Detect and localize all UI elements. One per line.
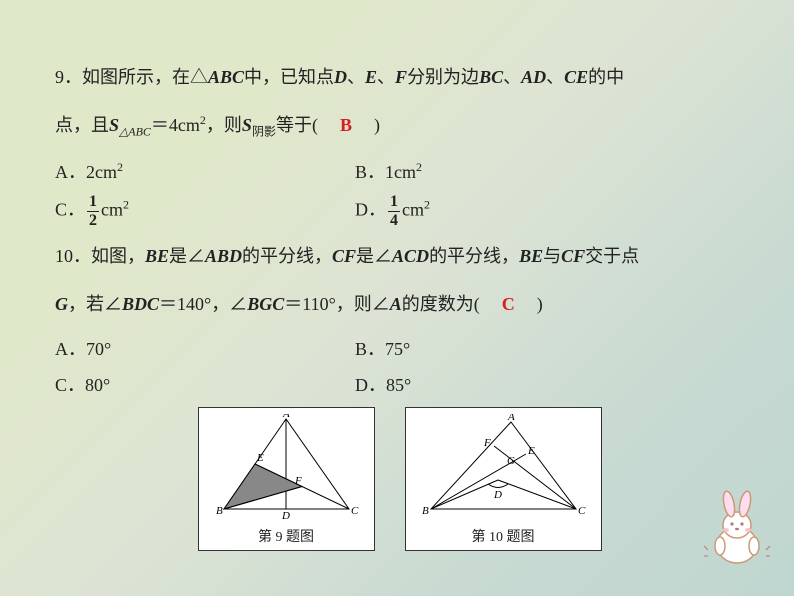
- t: D．: [355, 199, 386, 219]
- q9-line1: 9．如图所示，在△ABC中，已知点D、E、F分别为边BC、AD、CE的中: [55, 60, 744, 94]
- bunny-icon: [702, 490, 772, 570]
- d: 2: [87, 212, 99, 229]
- t: 是∠: [169, 246, 205, 266]
- bc: BC: [479, 67, 503, 87]
- q10-answer: C: [502, 294, 515, 314]
- t: 的平分线，: [429, 246, 519, 266]
- triangle-9-svg: A B C D E F: [209, 414, 364, 519]
- frac-half: 12: [87, 194, 99, 229]
- lA: A: [507, 414, 515, 423]
- cf: CF: [332, 246, 356, 266]
- bgc: BGC: [247, 294, 284, 314]
- t: 分别为边: [407, 67, 479, 87]
- t: ，若∠: [68, 294, 122, 314]
- abc: ABC: [208, 67, 244, 87]
- d: 4: [388, 212, 400, 229]
- lD: D: [493, 489, 502, 501]
- s: S: [109, 115, 119, 135]
- t: cm: [402, 199, 424, 219]
- q10-choice-a: A．70°: [55, 335, 355, 361]
- lC: C: [578, 505, 586, 517]
- fig10-caption: 第 10 题图: [416, 526, 591, 546]
- q10-line2: G，若∠BDC＝140°，∠BGC＝110°，则∠A的度数为( C ): [55, 287, 744, 321]
- q9-row2: C．12cm2 D．14cm2: [55, 194, 744, 229]
- lF: F: [294, 475, 302, 487]
- t: ): [356, 115, 380, 135]
- lE: E: [256, 452, 264, 464]
- ce: CE: [564, 67, 588, 87]
- figure-9: A B C D E F 第 9 题图: [198, 407, 375, 551]
- q9-answer: B: [340, 115, 352, 135]
- t: A．2cm: [55, 162, 117, 182]
- t: ＝140°，∠: [159, 294, 247, 314]
- t: 中，已知点: [244, 67, 334, 87]
- q10-choice-b: B．75°: [355, 335, 410, 361]
- sq: 2: [416, 160, 422, 174]
- t: ＝110°，则∠: [284, 294, 390, 314]
- lA: A: [282, 414, 290, 420]
- figure-10: A B C D E F G 第 10 题图: [405, 407, 602, 551]
- a: A: [390, 294, 402, 314]
- abd: ABD: [205, 246, 242, 266]
- q10-choice-d: D．85°: [355, 371, 411, 397]
- t: B．1cm: [355, 162, 416, 182]
- t: ＝4cm: [151, 115, 200, 135]
- sq: 2: [117, 160, 123, 174]
- be: BE: [145, 246, 169, 266]
- e: E: [365, 67, 377, 87]
- sq: 2: [123, 197, 129, 211]
- s: S: [242, 115, 252, 135]
- cf: CF: [561, 246, 585, 266]
- t: 的中: [588, 67, 624, 87]
- t: 的平分线，: [242, 246, 332, 266]
- sq: 2: [424, 197, 430, 211]
- q9-line2: 点，且S△ABC＝4cm2，则S阴影等于( B ): [55, 108, 744, 143]
- lC: C: [351, 505, 359, 517]
- sub: 阴影: [252, 125, 276, 139]
- lF: F: [483, 437, 491, 449]
- t: ，则: [206, 115, 242, 135]
- q9-row1: A．2cm2 B．1cm2: [55, 158, 744, 184]
- q10-row2: C．80° D．85°: [55, 371, 744, 397]
- q10-num: 10: [55, 246, 73, 266]
- q10-line1: 10．如图，BE是∠ABD的平分线，CF是∠ACD的平分线，BE与CF交于点: [55, 239, 744, 273]
- t: 的度数为(: [402, 294, 498, 314]
- acd: ACD: [392, 246, 429, 266]
- lD: D: [281, 510, 290, 519]
- lB: B: [422, 505, 429, 517]
- q9-choice-c: C．12cm2: [55, 194, 355, 229]
- ad: AD: [521, 67, 546, 87]
- t: C．: [55, 199, 85, 219]
- q10-row1: A．70° B．75°: [55, 335, 744, 361]
- t: 点，且: [55, 115, 109, 135]
- t: ．如图所示，在△: [64, 67, 208, 87]
- n: 1: [388, 194, 400, 212]
- t: ): [519, 294, 543, 314]
- d: D: [334, 67, 347, 87]
- triangle-10-svg: A B C D E F G: [416, 414, 591, 519]
- lB: B: [216, 505, 223, 517]
- t: ．如图，: [73, 246, 145, 266]
- figures-row: A B C D E F 第 9 题图 A B C: [55, 407, 744, 551]
- g: G: [55, 294, 68, 314]
- lE: E: [527, 445, 535, 457]
- n: 1: [87, 194, 99, 212]
- sub: △ABC: [119, 125, 151, 139]
- t: 交于点: [585, 246, 639, 266]
- f: F: [395, 67, 407, 87]
- t: 是∠: [356, 246, 392, 266]
- fig9-caption: 第 9 题图: [209, 526, 364, 546]
- q9-num: 9: [55, 67, 64, 87]
- q9-choice-d: D．14cm2: [355, 194, 430, 229]
- be: BE: [519, 246, 543, 266]
- lG: G: [507, 455, 515, 467]
- t: 等于(: [276, 115, 336, 135]
- q10-choice-c: C．80°: [55, 371, 355, 397]
- bdc: BDC: [122, 294, 159, 314]
- t: cm: [101, 199, 123, 219]
- q9-choice-a: A．2cm2: [55, 158, 355, 184]
- frac-quarter: 14: [388, 194, 400, 229]
- t: 与: [543, 246, 561, 266]
- q9-choice-b: B．1cm2: [355, 158, 422, 184]
